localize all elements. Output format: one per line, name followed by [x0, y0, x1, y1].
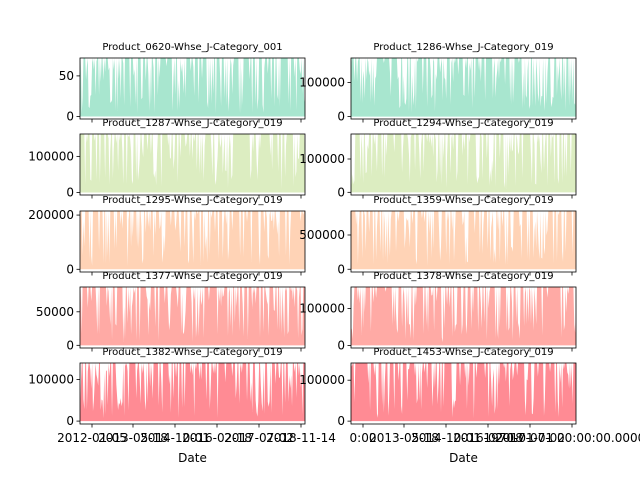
- subplot-title: Product_0620-Whse_J-Category_001: [102, 42, 282, 53]
- subplot-title: Product_1453-Whse_J-Category_019: [373, 347, 553, 358]
- y-tick-label: 100000: [299, 301, 345, 315]
- area-series-4: [351, 134, 576, 193]
- y-tick-label: 0: [66, 338, 74, 352]
- y-tick-label: 500000: [299, 228, 345, 242]
- x-axis-label: Date: [178, 451, 207, 465]
- subplot-title: Product_1295-Whse_J-Category_019: [102, 195, 282, 206]
- subplot-2: 0 100000 Product_1286-Whse_J-Category_019: [299, 42, 577, 124]
- y-tick-label: 0: [337, 414, 345, 428]
- subplot-title: Product_1359-Whse_J-Category_019: [373, 195, 553, 206]
- x-tick-label: 2016-02-18: [453, 431, 523, 445]
- y-tick-label: 0: [337, 262, 345, 276]
- subplot-1: 0 50 Product_0620-Whse_J-Category_001: [59, 42, 306, 124]
- y-tick-label: 0: [337, 185, 345, 199]
- subplot-5: 0 200000 Product_1295-Whse_J-Category_019: [28, 195, 306, 276]
- subplot-9: 0 100000 Product_1382-Whse_J-Category_019: [28, 347, 306, 428]
- x-tick-label: 2017-07-02: [495, 431, 565, 445]
- axes-frame: [79, 210, 306, 273]
- y-tick-label: 0: [66, 110, 74, 124]
- y-tick-label: 0: [66, 414, 74, 428]
- x-tick-label: 2014-10-01: [411, 431, 481, 445]
- x-axis-label: Date: [449, 451, 478, 465]
- subplot-3: 0 100000 Product_1287-Whse_J-Category_019: [28, 118, 306, 199]
- x-tick-label: 2013-05-18: [369, 431, 439, 445]
- subplot-title: Product_1286-Whse_J-Category_019: [373, 42, 553, 53]
- subplot-title: Product_1377-Whse_J-Category_019: [102, 271, 282, 282]
- x-tick-label: 2013-05-18: [98, 431, 168, 445]
- axes-frame: [350, 362, 577, 425]
- y-tick-label: 100000: [28, 149, 74, 163]
- y-tick-label: 200000: [28, 208, 74, 222]
- subplot-title: Product_1378-Whse_J-Category_019: [373, 271, 553, 282]
- y-tick-label: 100000: [299, 373, 345, 387]
- y-tick-label: 0: [337, 338, 345, 352]
- x-tick-label: 2012-01-05: [57, 431, 127, 445]
- axes-frame: [350, 133, 577, 196]
- area-series-6: [351, 211, 576, 270]
- area-series-7: [80, 287, 305, 346]
- area-series-8: [351, 287, 576, 346]
- axes-frame: [79, 57, 306, 120]
- axes-frame: [350, 210, 577, 273]
- subplot-6: 0 500000 Product_1359-Whse_J-Category_019: [299, 195, 577, 276]
- axes-frame: [350, 286, 577, 349]
- y-tick-label: 100000: [299, 152, 345, 166]
- subplot-10: 0 100000 Product_1453-Whse_J-Category_019: [299, 347, 577, 428]
- y-tick-label: 50000: [36, 305, 74, 319]
- axes-frame: [79, 286, 306, 349]
- subplot-title: Product_1287-Whse_J-Category_019: [102, 118, 282, 129]
- x-tick-label: 2018-11-14: [266, 431, 336, 445]
- y-tick-label: 0: [66, 262, 74, 276]
- area-series-5: [80, 211, 305, 270]
- y-tick-label: 0: [66, 185, 74, 199]
- area-series-3: [80, 134, 305, 193]
- y-tick-label: 100000: [299, 76, 345, 90]
- area-series-1: [80, 58, 305, 117]
- axes-frame: [79, 362, 306, 425]
- area-series-9: [80, 363, 305, 422]
- x-tick-label: 1970-01-01 00:00:00.000000: [483, 431, 640, 445]
- subplot-title: Product_1294-Whse_J-Category_019: [373, 118, 553, 129]
- subplot-title: Product_1382-Whse_J-Category_019: [102, 347, 282, 358]
- x-tick-label: 2017-07-02: [224, 431, 294, 445]
- y-tick-label: 50: [59, 69, 74, 83]
- area-series-2: [351, 58, 576, 117]
- axes-frame: [79, 133, 306, 196]
- x-tick-label: 2016-02-18: [182, 431, 252, 445]
- subplot-8: 0 100000 Product_1378-Whse_J-Category_019: [299, 271, 577, 352]
- y-tick-label: 100000: [28, 373, 74, 387]
- x-tick-label: 0:00: [350, 431, 377, 445]
- y-tick-label: 0: [337, 110, 345, 124]
- subplot-7: 0 50000 Product_1377-Whse_J-Category_019: [36, 271, 306, 352]
- x-tick-label: 2014-10-01: [140, 431, 210, 445]
- subplot-4: 0 100000 Product_1294-Whse_J-Category_019: [299, 118, 577, 199]
- axes-frame: [350, 57, 577, 120]
- area-series-10: [351, 363, 576, 422]
